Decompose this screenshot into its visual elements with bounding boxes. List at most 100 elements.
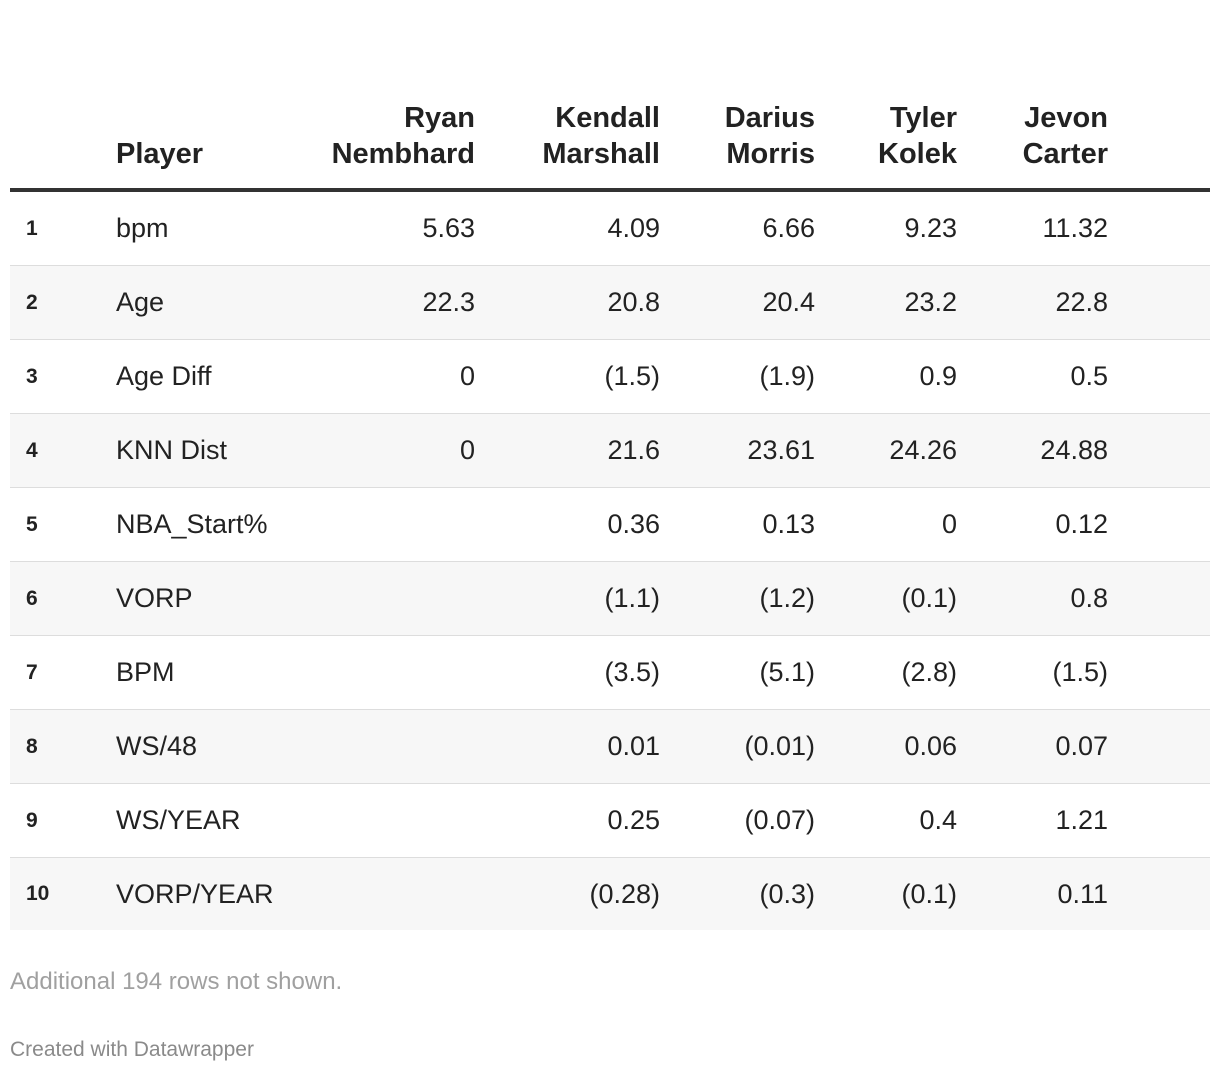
column-header-player-name[interactable]: Jevon Carter — [957, 100, 1108, 192]
column-header-line: Kolek — [878, 138, 957, 170]
column-header-label: Player — [116, 138, 203, 170]
value-cell: (2.8) — [815, 635, 957, 710]
column-header-label: Kendall Marshall — [542, 102, 660, 170]
value-cell: 0.06 — [815, 709, 957, 784]
value-cell: 23.61 — [660, 413, 815, 488]
value-cell — [1108, 413, 1210, 488]
value-cell — [227, 635, 475, 710]
datawrapper-credit: Created with Datawrapper — [10, 1038, 254, 1061]
value-cell: 0.25 — [475, 783, 660, 858]
value-cell: 4.09 — [475, 190, 660, 266]
column-header-label: Darius Morris — [725, 102, 815, 170]
value-cell: (0.1) — [815, 561, 957, 636]
value-cell: 0.01 — [475, 709, 660, 784]
value-cell — [227, 561, 475, 636]
value-cell — [227, 487, 475, 562]
value-cell — [1108, 635, 1210, 710]
value-cell: 0.36 — [475, 487, 660, 562]
column-header-line: Darius — [724, 102, 815, 134]
stat-label-cell: NBA_Start% — [67, 487, 268, 562]
stat-label-cell: Age Diff — [67, 339, 227, 414]
value-cell: 0.11 — [957, 857, 1108, 930]
value-cell: 22.8 — [957, 265, 1108, 340]
value-cell: 0 — [227, 413, 475, 488]
column-header-player-name[interactable]: Darius Morris — [660, 100, 815, 192]
data-table-container: Player Ryan Nembhard Kendall Marshall Darius M… — [10, 100, 1210, 930]
header-row: Player Ryan Nembhard Kendall Marshall Darius M… — [10, 100, 1210, 192]
column-header-player[interactable]: Player — [67, 100, 227, 192]
column-header-player-name[interactable]: Ryan Nembhard — [227, 100, 475, 192]
table-row: 3 Age Diff 0 (1.5) (1.9) 0.9 0.5 — [10, 339, 1210, 414]
value-cell: 21.6 — [475, 413, 660, 488]
value-cell: (1.5) — [957, 635, 1108, 710]
row-number-cell: 8 — [10, 709, 67, 784]
value-cell — [1108, 487, 1210, 562]
table-header: Player Ryan Nembhard Kendall Marshall Darius M… — [10, 100, 1210, 192]
value-cell — [1108, 339, 1210, 414]
column-header-rank[interactable] — [10, 100, 67, 192]
table-row: 2 Age 22.3 20.8 20.4 23.2 22.8 — [10, 265, 1210, 340]
column-header-player-name[interactable]: Tyler Kolek — [815, 100, 957, 192]
row-number-cell: 6 — [10, 561, 67, 636]
value-cell: (1.9) — [660, 339, 815, 414]
value-cell: (0.07) — [660, 783, 815, 858]
value-cell: 0.12 — [957, 487, 1108, 562]
value-cell — [1108, 265, 1210, 340]
value-cell — [1108, 561, 1210, 636]
stat-label-cell: VORP/YEAR — [67, 857, 274, 930]
value-cell — [1108, 857, 1210, 930]
value-cell: 24.26 — [815, 413, 957, 488]
value-cell: (0.1) — [815, 857, 957, 930]
row-number-cell: 9 — [10, 783, 67, 858]
column-header-line: Jevon — [1024, 102, 1108, 134]
value-cell: 20.4 — [660, 265, 815, 340]
column-header-player-name[interactable]: TreW — [1108, 100, 1210, 192]
value-cell: (5.1) — [660, 635, 815, 710]
value-cell: (1.1) — [475, 561, 660, 636]
stat-label-cell: VORP — [67, 561, 227, 636]
value-cell — [227, 709, 475, 784]
value-cell: 23.2 — [815, 265, 957, 340]
value-cell — [1108, 190, 1210, 266]
value-cell: 22.3 — [227, 265, 475, 340]
column-header-player-name[interactable]: Kendall Marshall — [475, 100, 660, 192]
row-number-cell: 10 — [10, 857, 67, 930]
stat-label-cell: KNN Dist — [67, 413, 227, 488]
column-header-label: Tyler Kolek — [878, 102, 957, 170]
value-cell: (1.5) — [475, 339, 660, 414]
value-cell: 20.8 — [475, 265, 660, 340]
table-row: 1 bpm 5.63 4.09 6.66 9.23 11.32 — [10, 190, 1210, 266]
column-header-line: Kendall — [555, 102, 660, 134]
value-cell — [227, 857, 475, 930]
row-number-cell: 2 — [10, 265, 67, 340]
data-table: Player Ryan Nembhard Kendall Marshall Darius M… — [10, 100, 1210, 930]
table-row: 10 VORP/YEAR (0.28) (0.3) (0.1) 0.11 — [10, 857, 1210, 930]
column-header-line: Ryan — [404, 102, 475, 134]
stat-label-cell: BPM — [67, 635, 227, 710]
column-header-line: Carter — [1022, 138, 1108, 170]
column-header-line: Player — [116, 138, 204, 170]
row-number-cell: 7 — [10, 635, 67, 710]
table-body: 1 bpm 5.63 4.09 6.66 9.23 11.32 2 Age 22.3 20.8 20.… — [10, 190, 1210, 930]
value-cell: 0.13 — [660, 487, 815, 562]
stat-label-cell: WS/48 — [67, 709, 227, 784]
row-number-cell: 1 — [10, 190, 67, 266]
table-row: 4 KNN Dist 0 21.6 23.61 24.26 24.88 — [10, 413, 1210, 488]
table-row: 6 VORP (1.1) (1.2) (0.1) 0.8 — [10, 561, 1210, 636]
value-cell — [1108, 783, 1210, 858]
value-cell: 9.23 — [815, 190, 957, 266]
value-cell: 24.88 — [957, 413, 1108, 488]
value-cell: (1.2) — [660, 561, 815, 636]
value-cell: 0.4 — [815, 783, 957, 858]
column-header-line: Morris — [726, 138, 815, 170]
table-notes: Additional 194 rows not shown. — [10, 968, 343, 995]
table-row: 9 WS/YEAR 0.25 (0.07) 0.4 1.21 — [10, 783, 1210, 858]
stat-label-cell: WS/YEAR — [67, 783, 241, 858]
value-cell: 0.9 — [815, 339, 957, 414]
value-cell: 6.66 — [660, 190, 815, 266]
row-number-cell: 5 — [10, 487, 67, 562]
value-cell: (3.5) — [475, 635, 660, 710]
value-cell: 0 — [227, 339, 475, 414]
value-cell: (0.3) — [660, 857, 815, 930]
table-row: 7 BPM (3.5) (5.1) (2.8) (1.5) — [10, 635, 1210, 710]
